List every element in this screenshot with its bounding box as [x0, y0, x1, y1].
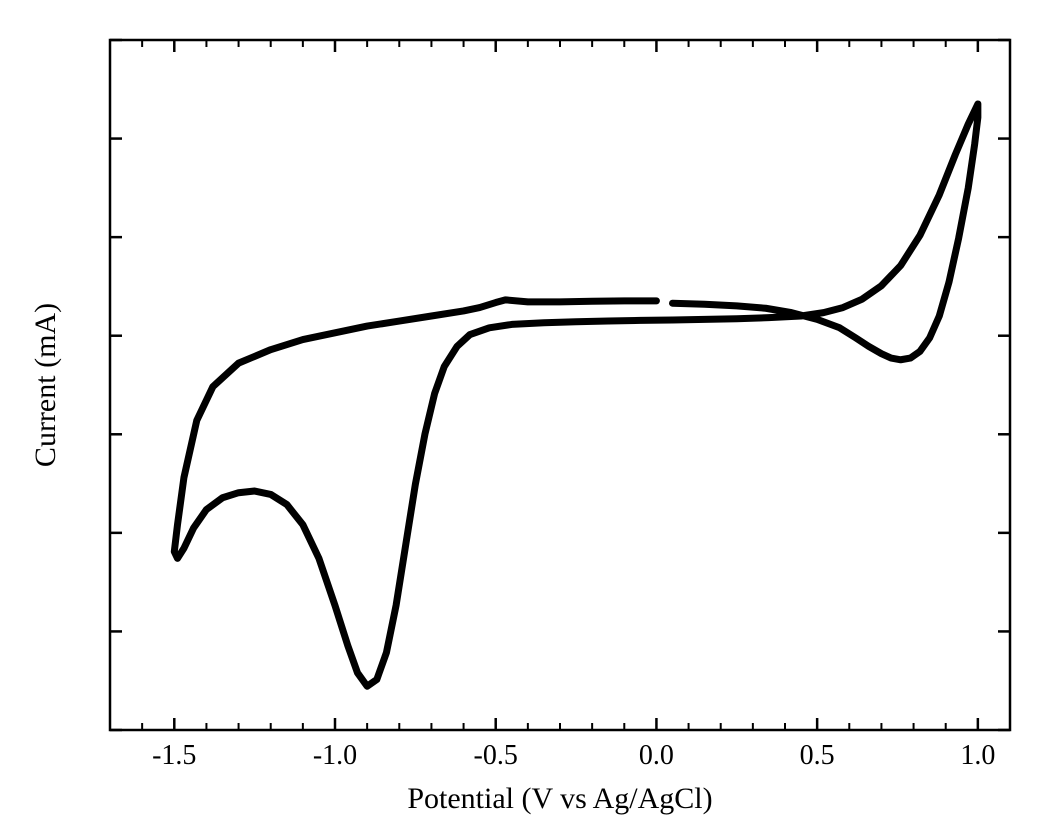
- x-tick-label: 0.5: [800, 740, 835, 771]
- x-axis-label: Potential (V vs Ag/AgCl): [407, 782, 712, 815]
- x-tick-label: -1.0: [313, 740, 357, 771]
- x-tick-label: 0.0: [639, 740, 674, 771]
- figure-container: -1.5 -1.0 -0.5 0.0 0.5 1.0 Potential (V vs Ag/…: [0, 0, 1053, 831]
- x-tick-label: 1.0: [960, 740, 995, 771]
- x-tick-label: -1.5: [152, 740, 196, 771]
- cv-chart: -1.5 -1.0 -0.5 0.0 0.5 1.0 Potential (V vs Ag/…: [0, 0, 1053, 831]
- x-tick-label: -0.5: [474, 740, 518, 771]
- y-axis-label: Current (mA): [29, 303, 62, 467]
